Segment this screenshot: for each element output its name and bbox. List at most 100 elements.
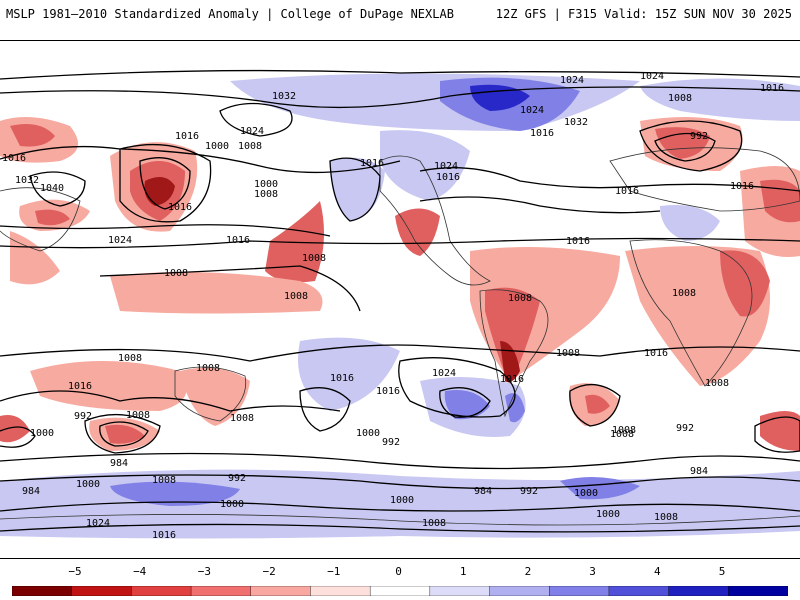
isobar-label: 1008 — [284, 291, 308, 302]
isobar-label: 1008 — [508, 293, 532, 304]
anomaly-region-andes — [500, 341, 520, 383]
colorbar-cell — [608, 586, 670, 596]
isobar-label: 1016 — [436, 172, 460, 183]
anomaly-region-med — [660, 205, 720, 241]
isobar-label: 1016 — [615, 186, 639, 197]
coastline-antarctica — [0, 514, 800, 526]
anomaly-region-africa-core — [720, 250, 770, 317]
isobar-label: 1008 — [238, 141, 262, 152]
isobar-line — [0, 224, 331, 237]
isobar-label: 1016 — [330, 373, 354, 384]
isobar-label: 992 — [74, 411, 92, 422]
coastline-africa — [629, 239, 753, 387]
isobar-label: 1000 — [254, 179, 278, 190]
coastline-australia — [174, 366, 247, 422]
anomaly-region-se-pacific — [298, 337, 400, 411]
isobar-label: 992 — [228, 473, 246, 484]
isobar-label: 1000 — [356, 428, 380, 439]
colorbar-cell — [549, 586, 610, 596]
isobar-label: 1024 — [108, 235, 132, 246]
isobar-label: 1016 — [68, 381, 92, 392]
colorbar-cell — [369, 586, 431, 596]
isobar-label: 1008 — [118, 353, 142, 364]
isobar-label: 1000 — [596, 509, 620, 520]
isobar-label: 1032 — [15, 175, 39, 186]
isobar-label: 1008 — [705, 378, 729, 389]
isobar-label: 1000 — [205, 141, 229, 152]
isobar-label: 1008 — [672, 288, 696, 299]
isobar-label: 1000 — [390, 495, 414, 506]
isobar-label: 1008 — [668, 93, 692, 104]
isobar-label: 1032 — [272, 91, 296, 102]
isobar-label: 1008 — [610, 429, 634, 440]
anomaly-region-hudson — [380, 130, 470, 201]
isobar-label: 1024 — [560, 75, 584, 86]
isobar-line — [84, 413, 161, 454]
anomaly-region-ne-pacific — [265, 201, 324, 283]
colorbar-tick-label: 3 — [589, 565, 596, 578]
isobar-label: 1008 — [230, 413, 254, 424]
isobar-label: 1024 — [86, 518, 110, 529]
isobar-line — [99, 421, 149, 447]
isobar-line — [419, 167, 800, 192]
anomaly-region-s-ocean-2-core — [585, 394, 610, 414]
isobar-label: 1040 — [40, 183, 64, 194]
isobar-label: 992 — [676, 423, 694, 434]
colorbar-tick-label: 5 — [718, 565, 726, 578]
isobar-label: 1024 — [640, 71, 664, 82]
anomaly-region-w-us — [395, 208, 440, 256]
isobar-label: 1016 — [175, 131, 199, 142]
coastline-east-asia — [0, 187, 81, 252]
isobar-line — [0, 145, 401, 174]
coastline-north-america — [379, 155, 491, 286]
isobar-label: 1008 — [612, 425, 636, 436]
isobar-label: 1000 — [76, 479, 100, 490]
anomaly-region-patagonia — [505, 393, 525, 423]
isobar-label: 1008 — [654, 512, 678, 523]
isobar-label: 1016 — [644, 348, 668, 359]
isobar-line — [139, 157, 191, 210]
isobar-label: 1032 — [564, 117, 588, 128]
isobar-line — [0, 452, 800, 470]
anomaly-region-indian-ocean — [30, 361, 187, 411]
isobar-label: 1016 — [566, 236, 590, 247]
isobar-label: 1016 — [168, 202, 192, 213]
anomaly-region-w-pacific — [10, 231, 60, 285]
isobar-label: 1008 — [164, 268, 188, 279]
isobar-line — [0, 523, 800, 533]
negative-anomaly-shading — [0, 117, 800, 451]
isobar-labels: 1032 1024 1024 1016 1008 1016 1032 1024 … — [2, 71, 784, 541]
isobar-label: 1016 — [730, 181, 754, 192]
colorbar-cell — [131, 586, 192, 596]
colorbar-cell — [12, 586, 73, 596]
isobar-label: 1024 — [432, 368, 456, 379]
coastline-south-america — [479, 289, 549, 418]
isobar-label: 992 — [690, 131, 708, 142]
anomaly-region-aleutian-center — [144, 177, 175, 206]
isobar-line — [299, 387, 351, 432]
isobar-label: 984 — [690, 466, 708, 477]
isobar-label: 984 — [110, 458, 128, 469]
coastlines — [0, 147, 800, 526]
anomaly-region-japan-core — [35, 209, 70, 226]
colorbar: −5 −4 −3 −2 −1 0 1 2 3 4 5 — [0, 565, 800, 600]
colorbar-tick-label: −1 — [327, 565, 341, 578]
isobar-line — [419, 196, 661, 214]
anomaly-region-canada-core — [470, 84, 530, 111]
isobar-line — [119, 143, 212, 223]
isobar-label: 1024 — [520, 105, 544, 116]
isobar-line — [439, 387, 491, 418]
map-title: MSLP 1981–2010 Standardized Anomaly | Co… — [6, 7, 454, 21]
isobar-line — [219, 102, 293, 137]
isobar-label: 1016 — [530, 128, 554, 139]
isobar-line — [0, 501, 800, 512]
colorbar-tick-label: −2 — [262, 565, 276, 578]
isobar-line — [569, 384, 621, 427]
isobar-line — [99, 265, 361, 312]
isobar-line — [29, 171, 86, 207]
colorbar-tick-label: −5 — [68, 565, 82, 578]
colorbar-cell — [190, 586, 252, 596]
anomaly-region-europe-core — [655, 127, 710, 159]
colorbar-cell — [668, 586, 730, 596]
isobar-line — [0, 86, 800, 109]
